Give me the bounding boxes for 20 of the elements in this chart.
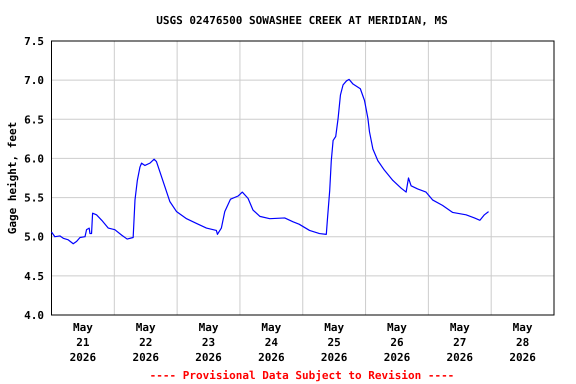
line-series <box>50 78 490 244</box>
y-tick-label: 4.5 <box>24 270 44 283</box>
y-tick-label: 5.5 <box>24 192 44 205</box>
y-tick-label: 4.0 <box>24 309 44 322</box>
chart-title: USGS 02476500 SOWASHEE CREEK AT MERIDIAN, MS <box>156 14 448 27</box>
y-tick-label: 7.0 <box>24 74 44 88</box>
y-tick-label: 5.0 <box>24 230 44 244</box>
x-tick-label: May 24 2026 <box>258 321 285 364</box>
y-tick-label: 7.5 <box>24 35 44 48</box>
x-tick-label: May 25 2026 <box>320 321 348 364</box>
x-tick-label: May 21 2026 <box>70 321 97 364</box>
y-axis-title: Gage height, feet <box>6 122 19 234</box>
x-tick-label: May 22 2026 <box>132 321 160 364</box>
y-tick-label: 6.0 <box>24 152 44 166</box>
x-tick-label: May 23 2026 <box>195 321 222 364</box>
x-tick-label: May 28 2026 <box>509 321 536 364</box>
y-tick-label: 6.5 <box>24 113 44 126</box>
x-tick-label: May 26 2026 <box>384 321 411 364</box>
text: ---- Provisional Data Subject to Revision ---- <box>150 369 454 382</box>
x-tick-label: May 27 2026 <box>446 321 474 364</box>
